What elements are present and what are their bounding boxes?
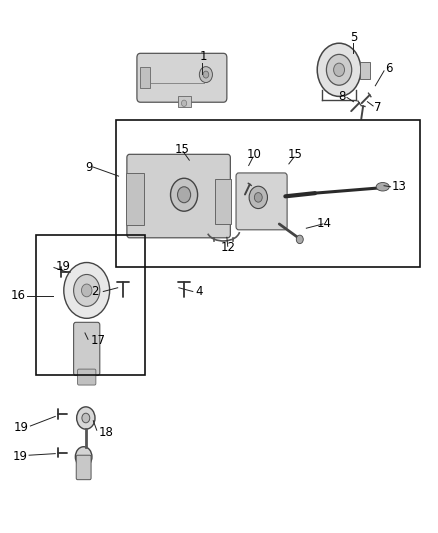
FancyBboxPatch shape — [74, 322, 100, 375]
Text: 14: 14 — [316, 217, 331, 230]
Bar — [141, 67, 150, 88]
Text: 18: 18 — [99, 426, 114, 439]
Bar — [215, 179, 231, 224]
Ellipse shape — [64, 263, 110, 318]
Ellipse shape — [199, 67, 212, 83]
Text: 6: 6 — [385, 62, 392, 75]
Text: 2: 2 — [92, 285, 99, 298]
Ellipse shape — [77, 407, 95, 429]
FancyBboxPatch shape — [78, 369, 96, 385]
Text: 15: 15 — [174, 143, 189, 156]
Text: 5: 5 — [350, 31, 357, 44]
Ellipse shape — [170, 178, 198, 211]
Text: 7: 7 — [374, 101, 381, 114]
Ellipse shape — [81, 284, 92, 297]
Text: 19: 19 — [55, 260, 70, 273]
Text: 12: 12 — [220, 241, 235, 254]
Ellipse shape — [254, 192, 262, 202]
Bar — [360, 62, 370, 79]
Text: 4: 4 — [195, 285, 202, 298]
Ellipse shape — [181, 100, 187, 107]
Text: 9: 9 — [85, 160, 92, 174]
Text: 8: 8 — [338, 90, 346, 103]
FancyBboxPatch shape — [127, 155, 230, 238]
Bar — [127, 173, 144, 225]
Text: 17: 17 — [90, 334, 105, 348]
Ellipse shape — [326, 54, 352, 85]
Text: 15: 15 — [288, 148, 303, 161]
Ellipse shape — [334, 63, 345, 76]
Ellipse shape — [75, 447, 92, 467]
Bar — [177, 96, 191, 107]
Text: 10: 10 — [247, 148, 261, 161]
Ellipse shape — [376, 182, 389, 191]
Ellipse shape — [82, 413, 90, 423]
FancyBboxPatch shape — [137, 53, 227, 102]
Text: 16: 16 — [11, 289, 26, 302]
Text: 19: 19 — [14, 421, 29, 433]
Ellipse shape — [317, 43, 361, 96]
Bar — [117, 120, 420, 266]
Ellipse shape — [296, 235, 303, 244]
FancyBboxPatch shape — [236, 173, 287, 230]
Text: 13: 13 — [392, 180, 406, 193]
Text: 19: 19 — [13, 450, 28, 463]
Ellipse shape — [203, 71, 209, 78]
Bar — [35, 235, 145, 375]
Ellipse shape — [74, 274, 100, 306]
Text: 1: 1 — [200, 50, 207, 63]
Ellipse shape — [177, 187, 191, 203]
Ellipse shape — [249, 186, 268, 208]
FancyBboxPatch shape — [76, 455, 91, 480]
